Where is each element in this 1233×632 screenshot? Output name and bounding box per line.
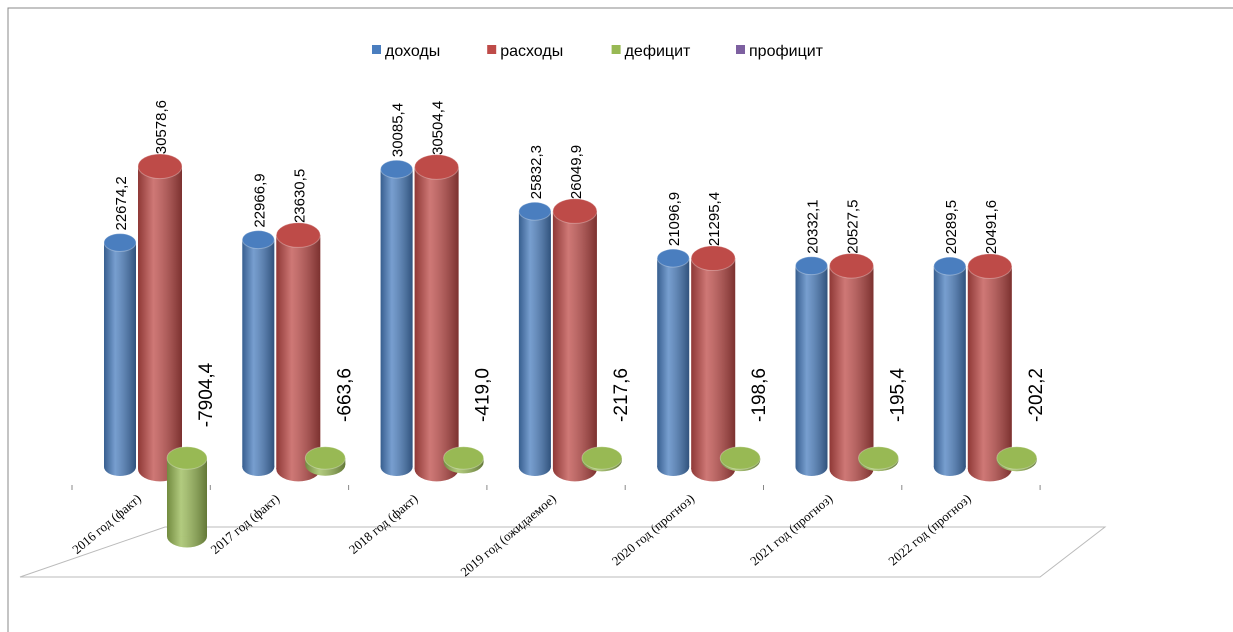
- bar-body-shade: [242, 239, 275, 467]
- x-tick-label: 2018 год (факт): [346, 491, 421, 557]
- bar-top: [996, 446, 1038, 470]
- bar-body-shade: [138, 166, 182, 470]
- bar-top: [795, 256, 828, 276]
- bar-top: [443, 446, 485, 470]
- data-label: 30504,4: [430, 101, 447, 155]
- data-label: -7904,4: [196, 362, 217, 427]
- x-tick-label: 2017 год (факт): [208, 491, 283, 557]
- bar: [304, 446, 346, 476]
- data-label: 23630,5: [291, 169, 308, 223]
- bar-top: [518, 201, 552, 221]
- bar-body-shade: [829, 265, 874, 469]
- bar-top: [858, 446, 899, 470]
- bar-body-shade: [795, 265, 828, 467]
- bar-top: [656, 248, 690, 268]
- frame: [7, 7, 1233, 632]
- legend-swatch: [736, 45, 745, 54]
- data-label: 21096,9: [666, 192, 683, 246]
- x-tick-label: 2019 год (ожидаемое): [457, 491, 558, 580]
- bar-top: [829, 252, 874, 279]
- data-label: -663,6: [334, 368, 355, 422]
- legend-label: дефицит: [625, 43, 691, 60]
- bar-top: [103, 233, 137, 252]
- bar-top: [166, 446, 208, 470]
- data-label: 22966,9: [251, 173, 268, 227]
- bar: [719, 446, 761, 472]
- data-label: 20527,5: [845, 200, 862, 254]
- bar-top: [275, 222, 321, 248]
- data-label: -198,6: [749, 368, 770, 422]
- bar-top: [241, 230, 275, 250]
- bar: [795, 256, 828, 476]
- bar: [241, 230, 275, 476]
- x-tick-label: 2020 год (прогноз): [609, 491, 697, 569]
- bar-top: [933, 256, 967, 276]
- bar: [996, 446, 1038, 472]
- legend-label: доходы: [385, 43, 440, 60]
- bar-top: [581, 446, 623, 470]
- data-label: -202,2: [1026, 368, 1047, 422]
- bar-top: [552, 198, 598, 224]
- bar: [967, 253, 1013, 482]
- legend-swatch: [611, 45, 621, 54]
- legend-label: расходы: [500, 43, 563, 60]
- bar: [518, 201, 552, 476]
- bar-body-shade: [967, 266, 1012, 469]
- legend-swatch: [487, 45, 497, 54]
- data-label: 21295,4: [706, 192, 723, 246]
- bar-body-shade: [414, 167, 459, 469]
- bar-body-shade: [552, 211, 597, 469]
- bar-top: [304, 446, 346, 470]
- bar-top: [414, 154, 460, 180]
- x-tick-label: 2022 год (прогноз): [885, 491, 973, 569]
- data-label: -195,4: [888, 368, 909, 422]
- plot: 2016 год (факт)22674,230578,6-7904,42017…: [69, 43, 1047, 579]
- bar: [829, 252, 874, 482]
- bar-body-shade: [104, 242, 136, 467]
- bar-body-shade: [276, 235, 321, 469]
- bar-body-shade: [380, 169, 413, 467]
- bar: [858, 446, 899, 472]
- bar: [933, 256, 967, 476]
- data-label: 20289,5: [943, 200, 960, 254]
- bar-body-shade: [518, 211, 551, 467]
- floor: [19, 526, 1107, 578]
- bar-top: [690, 245, 736, 271]
- bar: [581, 446, 623, 472]
- data-label: 25832,3: [528, 145, 545, 199]
- data-label: -217,6: [611, 368, 632, 422]
- bar: [380, 159, 414, 476]
- bar: [690, 245, 736, 482]
- bar-top: [380, 159, 414, 179]
- x-tick-label: 2021 год (прогноз): [747, 491, 835, 569]
- data-label: 20332,1: [805, 199, 822, 253]
- bar-body-shade: [933, 266, 966, 467]
- data-label: 30085,4: [390, 103, 407, 157]
- data-label: 26049,9: [568, 145, 585, 199]
- bar-body-shade: [657, 258, 690, 467]
- bar-top: [137, 153, 183, 180]
- bar-top: [719, 446, 761, 470]
- bar: [137, 153, 183, 482]
- data-label: 20491,6: [983, 200, 1000, 254]
- bar: [275, 222, 321, 482]
- data-label: -419,0: [473, 368, 494, 422]
- bar: [166, 446, 208, 548]
- bar: [414, 154, 460, 482]
- data-label: 30578,6: [153, 100, 170, 154]
- bar-top: [967, 253, 1013, 279]
- bar: [103, 233, 137, 476]
- legend-swatch: [372, 45, 381, 54]
- bar: [552, 198, 598, 482]
- data-label: 22674,2: [113, 176, 130, 230]
- bar-body-shade: [167, 458, 207, 537]
- bar: [443, 446, 485, 474]
- bar: [656, 248, 690, 476]
- legend-label: профицит: [749, 43, 824, 60]
- bar-body-shade: [691, 258, 736, 469]
